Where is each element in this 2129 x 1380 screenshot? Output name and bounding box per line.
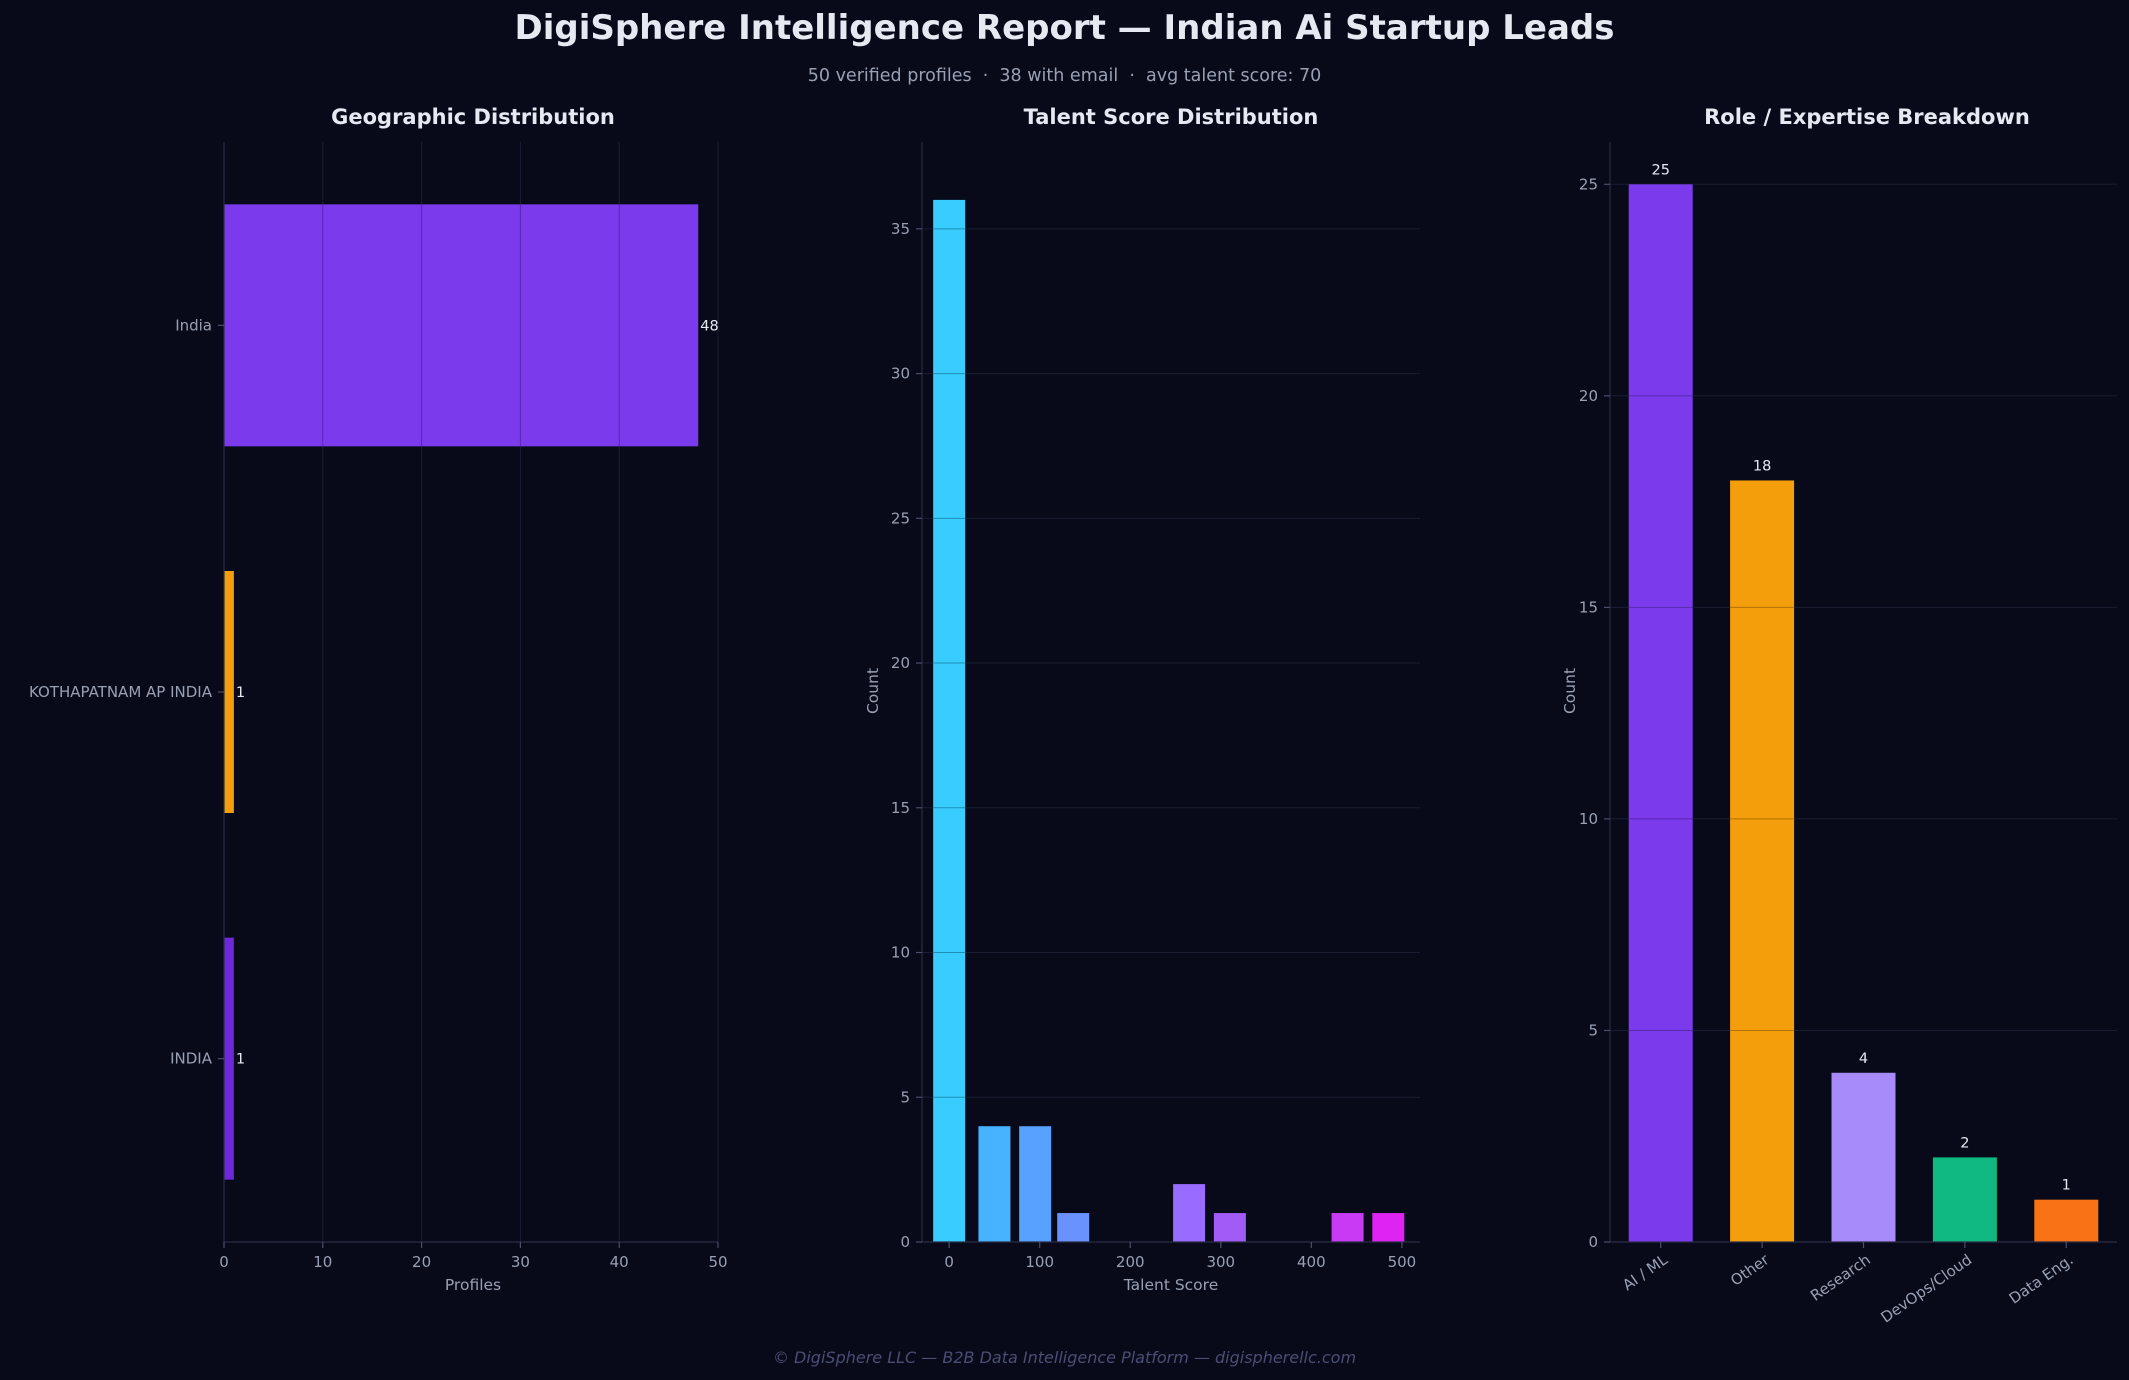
talent-bar [1331,1213,1364,1242]
role-data-label: 2 [1960,1135,1969,1151]
report-subtitle: 50 verified profiles · 38 with email · a… [807,66,1322,86]
role-x-tick-label: Research [1807,1251,1874,1305]
geo-x-ticks: 0 10 20 30 40 50 [219,1242,728,1271]
talent-bar [978,1126,1011,1242]
talent-y-tick-label: 15 [891,799,910,817]
role-bar [1932,1157,1997,1242]
role-panel: Role / Expertise Breakdown AI / ML Other R… [1561,105,2117,1326]
role-gridlines [1610,183,2117,1243]
geo-bar [224,204,699,447]
talent-x-tick-label: 400 [1297,1253,1326,1271]
talent-x-axis-label: Talent Score [1123,1276,1218,1294]
role-data-label: 1 [2062,1178,2071,1194]
talent-y-ticks: 0 5 10 15 20 25 30 35 [891,220,922,1251]
role-data-label: 18 [1753,458,1771,474]
role-bar [1730,480,1795,1242]
geo-x-tick-label: 50 [708,1253,727,1271]
geo-data-label: 1 [236,1052,245,1068]
role-y-axis-label: Count [1561,668,1579,714]
geo-data-labels: 48 1 1 [236,204,719,1068]
role-bar [2034,1199,2099,1242]
geo-panel: Geographic Distribution 0 10 20 30 40 50 Indi… [29,105,728,1294]
talent-y-tick-label: 0 [900,1233,910,1251]
geo-bars [224,204,699,1180]
role-y-tick-label: 0 [1588,1233,1598,1251]
role-x-tick-label: AI / ML [1619,1250,1671,1294]
geo-data-label: 1 [236,685,245,701]
role-y-ticks: 0 5 10 15 20 25 [1579,175,1610,1251]
geo-y-tick-label: KOTHAPATNAM AP INDIA [29,683,213,701]
talent-bar [1057,1213,1090,1242]
talent-y-tick-label: 35 [891,220,910,238]
geo-x-tick-label: 10 [313,1253,332,1271]
talent-axes [921,142,1420,1243]
role-x-tick-label: Other [1727,1250,1773,1290]
role-bar [1628,184,1693,1242]
talent-x-tick-label: 0 [944,1253,954,1271]
talent-bars [933,199,1405,1242]
role-x-tick-label: DevOps/Cloud [1877,1251,1975,1327]
geo-x-tick-label: 0 [219,1253,229,1271]
talent-bar [1372,1213,1405,1242]
talent-x-tick-label: 500 [1388,1253,1417,1271]
talent-bar [1213,1213,1246,1242]
geo-y-tick-label: INDIA [170,1050,213,1068]
geo-x-tick-label: 30 [511,1253,530,1271]
footer-copyright: © DigiSphere LLC — B2B Data Intelligence… [772,1348,1357,1367]
geo-title: Geographic Distribution [331,105,615,129]
role-x-tick-label: Data Eng. [2006,1251,2077,1308]
talent-x-tick-label: 200 [1116,1253,1145,1271]
talent-y-tick-label: 25 [891,509,910,527]
report-title: DigiSphere Intelligence Report — Indian … [514,8,1615,48]
role-data-label: 4 [1859,1051,1868,1067]
talent-y-tick-label: 20 [891,654,910,672]
role-y-tick-label: 20 [1579,387,1598,405]
talent-gridlines [922,228,1420,1243]
talent-y-tick-label: 10 [891,944,910,962]
talent-y-axis-label: Count [864,668,882,714]
role-bar [1831,1072,1896,1242]
role-bars [1628,184,2099,1242]
geo-bar [224,571,234,813]
role-y-tick-label: 15 [1579,598,1598,616]
geo-x-tick-label: 40 [610,1253,629,1271]
talent-x-ticks: 0 100 200 300 400 500 [944,1242,1416,1271]
role-x-ticks: AI / ML Other Research DevOps/Cloud Data Eng… [1619,1242,2077,1327]
talent-x-tick-label: 300 [1206,1253,1235,1271]
geo-bar [224,937,234,1180]
role-title: Role / Expertise Breakdown [1704,105,2030,129]
role-y-tick-label: 25 [1579,175,1598,193]
talent-bar [1019,1126,1052,1242]
talent-x-tick-label: 100 [1025,1253,1054,1271]
talent-y-tick-label: 5 [900,1088,910,1106]
talent-bar [1173,1184,1206,1242]
talent-bar [933,199,966,1242]
talent-y-tick-label: 30 [891,365,910,383]
role-y-tick-label: 10 [1579,810,1598,828]
geo-data-label: 48 [700,318,718,334]
role-y-tick-label: 5 [1588,1021,1598,1039]
role-data-labels: 25 18 4 2 1 [1651,162,2070,1193]
talent-title: Talent Score Distribution [1024,105,1319,129]
geo-x-tick-label: 20 [412,1253,431,1271]
geo-x-axis-label: Profiles [445,1276,501,1294]
talent-panel: Talent Score Distribution 0 100 200 300 400 5… [864,105,1420,1294]
role-data-label: 25 [1651,162,1669,178]
geo-y-ticks: India KOTHAPATNAM AP INDIA INDIA [29,316,224,1068]
geo-y-tick-label: India [175,316,212,334]
